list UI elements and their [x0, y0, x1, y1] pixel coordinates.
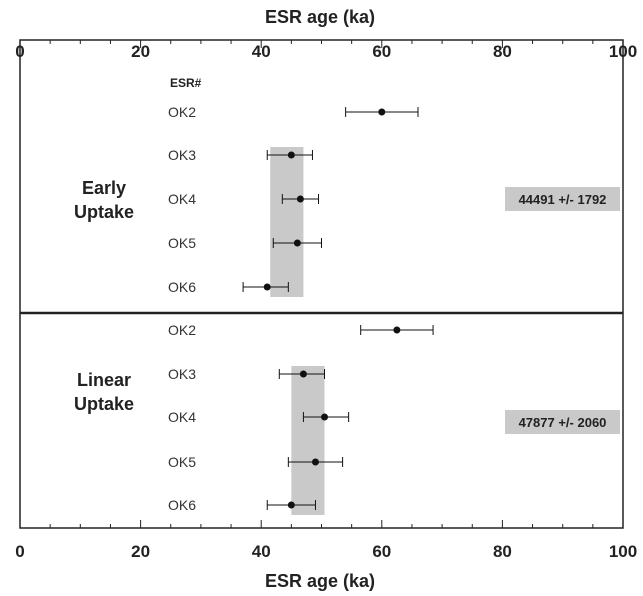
data-point	[311, 458, 319, 466]
mean-band-linear	[291, 366, 325, 515]
data-point	[321, 413, 329, 421]
sample-label: OK3	[168, 147, 196, 163]
data-point	[296, 195, 304, 203]
tick-label-bottom: 100	[609, 542, 637, 561]
sample-label: OK5	[168, 235, 196, 251]
column-header: ESR#	[170, 76, 202, 90]
top-axis-title: ESR age (ka)	[265, 7, 375, 27]
mean-bands	[270, 147, 325, 515]
tick-label-top: 100	[609, 42, 637, 61]
tick-label-top: 60	[372, 42, 391, 61]
tick-label-top: 40	[252, 42, 271, 61]
tick-label-bottom: 60	[372, 542, 391, 561]
data-point	[287, 151, 295, 159]
sample-label: OK6	[168, 279, 196, 295]
data-point	[378, 108, 386, 116]
sample-label: OK4	[168, 191, 196, 207]
data-point	[393, 326, 401, 334]
sample-label: OK2	[168, 104, 196, 120]
group-label-linear-line2: Uptake	[74, 394, 134, 414]
axis-tick-labels: 0 0 20 20 40 40 60 60 80 80 100 100	[15, 42, 637, 561]
sample-label: OK6	[168, 497, 196, 513]
group-label-early-line1: Early	[82, 178, 126, 198]
group-label-early-line2: Uptake	[74, 202, 134, 222]
data-point	[299, 370, 307, 378]
mean-band-early	[270, 147, 304, 297]
sample-label: OK4	[168, 409, 196, 425]
axis-ticks	[19, 40, 624, 528]
mean-label-box-linear	[505, 410, 620, 434]
data-point	[287, 501, 295, 509]
tick-label-top: 0	[15, 42, 24, 61]
mean-label-box-early	[505, 187, 620, 211]
data-point	[263, 283, 271, 291]
sample-label: OK2	[168, 322, 196, 338]
mean-label-linear: 47877 +/- 2060	[519, 415, 607, 430]
sample-label: OK3	[168, 366, 196, 382]
tick-label-bottom: 80	[493, 542, 512, 561]
tick-label-top: 20	[131, 42, 150, 61]
bottom-axis-title: ESR age (ka)	[265, 571, 375, 591]
group-label-linear-line1: Linear	[77, 370, 131, 390]
tick-label-bottom: 40	[252, 542, 271, 561]
sample-labels: OK2 OK3 OK4 OK5 OK6 OK2 OK3 OK4 OK5 OK6	[168, 104, 196, 513]
tick-label-bottom: 0	[15, 542, 24, 561]
data-points	[242, 107, 434, 510]
data-point	[293, 239, 301, 247]
tick-label-bottom: 20	[131, 542, 150, 561]
sample-label: OK5	[168, 454, 196, 470]
tick-label-top: 80	[493, 42, 512, 61]
mean-label-early: 44491 +/- 1792	[519, 192, 607, 207]
